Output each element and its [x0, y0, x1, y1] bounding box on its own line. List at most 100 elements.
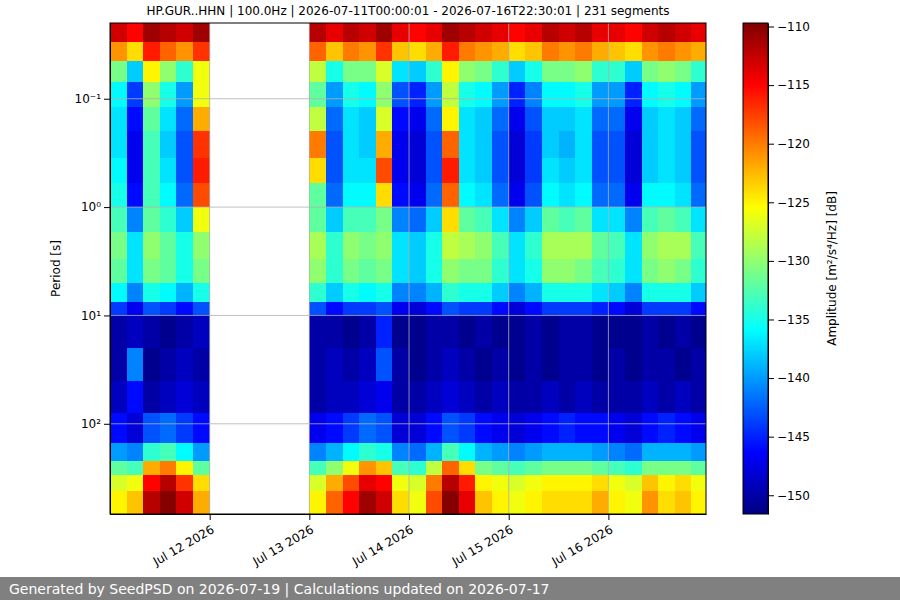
x-tick-mark	[210, 514, 211, 520]
colorbar-tick: −110	[768, 20, 810, 34]
cell	[193, 107, 210, 132]
cell	[143, 42, 160, 62]
cell	[675, 381, 692, 414]
cell	[658, 259, 675, 284]
cell	[608, 158, 625, 184]
cell	[110, 207, 127, 232]
cell	[426, 61, 443, 82]
cell	[160, 183, 177, 208]
cell	[475, 259, 492, 284]
cell	[426, 131, 443, 158]
cell	[509, 315, 526, 348]
cell	[143, 259, 160, 284]
footer-bar	[0, 577, 900, 600]
cell	[193, 207, 210, 232]
cell	[442, 348, 459, 381]
cell	[509, 443, 526, 462]
cell	[542, 413, 559, 443]
cell	[160, 61, 177, 82]
cell	[193, 259, 210, 284]
cell	[542, 283, 559, 303]
cell	[592, 259, 609, 284]
cell	[343, 348, 360, 381]
cell	[409, 23, 426, 43]
cell	[376, 232, 393, 259]
cell	[592, 158, 609, 184]
cell	[592, 183, 609, 208]
cell	[409, 131, 426, 158]
cell	[542, 443, 559, 462]
cell	[343, 23, 360, 43]
cell	[691, 107, 706, 132]
cell	[542, 207, 559, 232]
cell	[525, 107, 542, 132]
cell	[176, 491, 193, 514]
cell	[675, 183, 692, 208]
cell	[675, 413, 692, 443]
cell	[359, 461, 376, 476]
y-tick-label: 10⁻¹	[75, 92, 102, 106]
cell	[642, 23, 659, 43]
cell	[376, 23, 393, 43]
cell	[326, 131, 343, 158]
cell	[675, 315, 692, 348]
cell	[127, 131, 144, 158]
x-axis-line	[111, 514, 707, 515]
x-tick-label: Jul 16 2026	[549, 522, 616, 569]
cell	[675, 302, 692, 316]
cell	[475, 461, 492, 476]
cell	[309, 23, 326, 43]
cell	[409, 107, 426, 132]
cell	[193, 302, 210, 316]
cell	[176, 107, 193, 132]
cell	[459, 283, 476, 303]
grid-line-y	[110, 423, 706, 424]
colorbar-tick-label: −110	[777, 20, 810, 34]
cell	[675, 443, 692, 462]
cell	[110, 475, 127, 491]
cell	[326, 413, 343, 443]
cell	[442, 42, 459, 62]
cell	[359, 475, 376, 491]
cell	[343, 61, 360, 82]
cell	[642, 158, 659, 184]
cell	[509, 475, 526, 491]
cell	[110, 461, 127, 476]
cell	[160, 23, 177, 43]
cell	[625, 61, 642, 82]
cell	[343, 443, 360, 462]
cell	[492, 348, 509, 381]
cell	[376, 131, 393, 158]
cell	[392, 413, 409, 443]
cell	[575, 315, 592, 348]
cell	[193, 381, 210, 414]
cell	[642, 475, 659, 491]
colorbar-tick-label: −150	[777, 489, 810, 503]
cell	[309, 183, 326, 208]
cell	[658, 302, 675, 316]
cell	[309, 131, 326, 158]
cell	[176, 207, 193, 232]
cell	[426, 381, 443, 414]
grid-line-x	[608, 23, 609, 514]
cell	[525, 82, 542, 108]
cell	[575, 107, 592, 132]
cell	[542, 158, 559, 184]
cell	[625, 183, 642, 208]
cell	[176, 443, 193, 462]
cell	[392, 42, 409, 62]
cell	[409, 61, 426, 82]
cell	[110, 491, 127, 514]
cell	[143, 158, 160, 184]
cell	[492, 259, 509, 284]
y-tick-label: 10²	[81, 417, 101, 431]
cell	[193, 232, 210, 259]
cell	[459, 61, 476, 82]
colorbar-axis-line	[768, 24, 769, 515]
cell	[193, 23, 210, 43]
cell	[426, 23, 443, 43]
cell	[559, 131, 576, 158]
cell	[193, 131, 210, 158]
cell	[459, 348, 476, 381]
cell	[127, 259, 144, 284]
